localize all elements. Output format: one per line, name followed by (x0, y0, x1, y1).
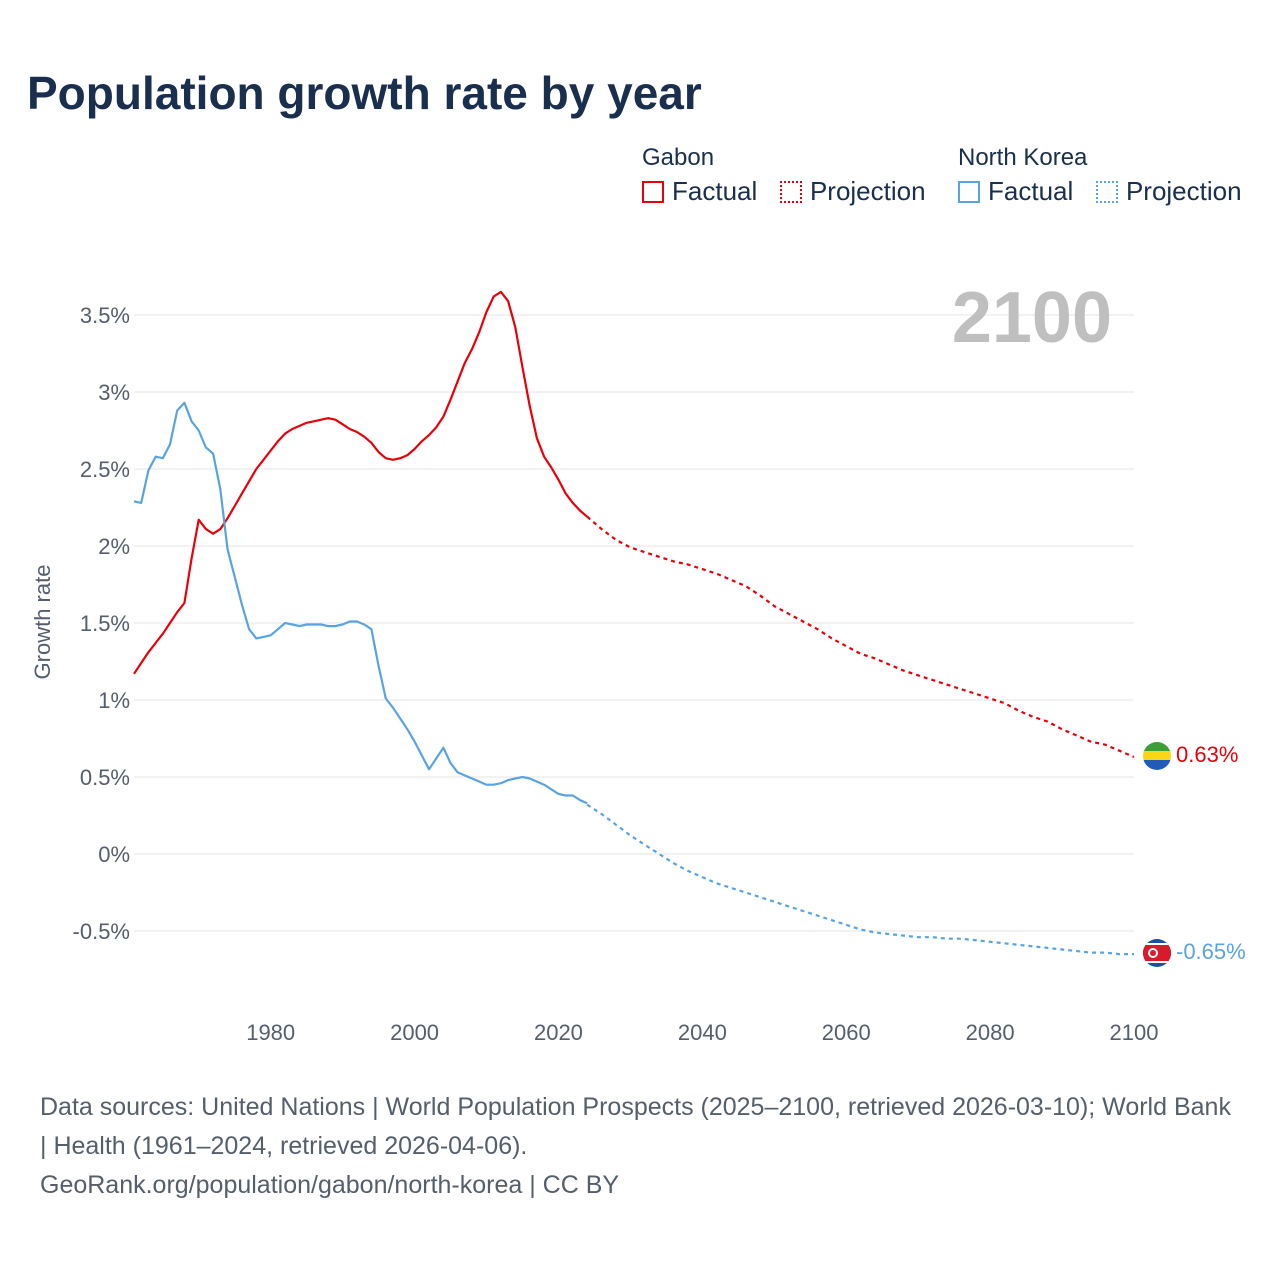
x-tick-label: 2040 (678, 1020, 727, 1045)
legend-swatch-solid-icon (958, 180, 980, 203)
y-tick-label: 3% (98, 380, 130, 405)
chart-title: Population growth rate by year (27, 67, 702, 119)
y-axis-label: Growth rate (30, 565, 55, 680)
legend-group-gabon: Gabon Factual Projection (642, 144, 942, 210)
legend-north-korea-projection[interactable]: Projection (1095, 176, 1242, 207)
x-tick-label: 2000 (390, 1020, 439, 1045)
site-credit-link[interactable]: GeoRank.org/population/gabon/north-korea… (40, 1171, 620, 1199)
legend-label: Projection (1125, 176, 1242, 206)
north-korea-flag-icon (1143, 939, 1171, 967)
y-axis-ticks: -0.5% 0% 0.5% 1% 1.5% 2% 2.5% 3% 3.5% (73, 303, 130, 944)
north-korea-end-value: -0.65% (1176, 939, 1246, 964)
legend-gabon-factual[interactable]: Factual (642, 176, 757, 207)
series-lines (133, 290, 1135, 956)
x-tick-label: 1980 (246, 1020, 295, 1045)
current-year-label: 2100 (952, 278, 1112, 358)
legend-north-korea-factual[interactable]: Factual (958, 176, 1073, 207)
y-tick-label: 3.5% (80, 303, 130, 328)
y-tick-label: -0.5% (73, 919, 130, 944)
legend-swatch-dotted-icon (1095, 180, 1118, 203)
x-axis-ticks: 1980 2000 2020 2040 2060 2080 2100 (246, 1020, 1158, 1045)
north-korea-projection-line[interactable] (586, 803, 1134, 956)
x-tick-label: 2060 (822, 1020, 871, 1045)
x-tick-label: 2080 (966, 1020, 1015, 1045)
y-tick-label: 2% (98, 534, 130, 559)
footer: Data sources: United Nations | World Pop… (40, 1088, 1240, 1205)
data-sources-text: Data sources: United Nations | World Pop… (40, 1093, 1231, 1160)
y-tick-label: 0% (98, 842, 130, 867)
legend-group-north-korea: North Korea Factual Projection (958, 144, 1242, 210)
y-tick-label: 1% (98, 688, 130, 713)
legend-label: Factual (988, 176, 1074, 206)
gabon-factual-line[interactable] (133, 290, 588, 675)
x-tick-label: 2100 (1110, 1020, 1159, 1045)
legend-group-name: Gabon (642, 144, 715, 171)
gabon-flag-icon (1143, 742, 1171, 770)
y-tick-label: 1.5% (80, 611, 130, 636)
legend-swatch-dotted-icon (779, 180, 802, 203)
y-tick-label: 0.5% (80, 765, 130, 790)
gabon-projection-line[interactable] (586, 515, 1135, 759)
legend-swatch-solid-icon (642, 180, 664, 203)
legend-gabon-projection[interactable]: Projection (779, 176, 926, 207)
north-korea-factual-line[interactable] (133, 401, 588, 805)
gabon-end-value: 0.63% (1176, 742, 1238, 767)
gridlines (134, 314, 1134, 932)
legend-group-name: North Korea (958, 144, 1088, 171)
y-tick-label: 2.5% (80, 457, 130, 482)
legend-label: Factual (672, 176, 758, 206)
legend-label: Projection (809, 176, 926, 206)
x-tick-label: 2020 (534, 1020, 583, 1045)
